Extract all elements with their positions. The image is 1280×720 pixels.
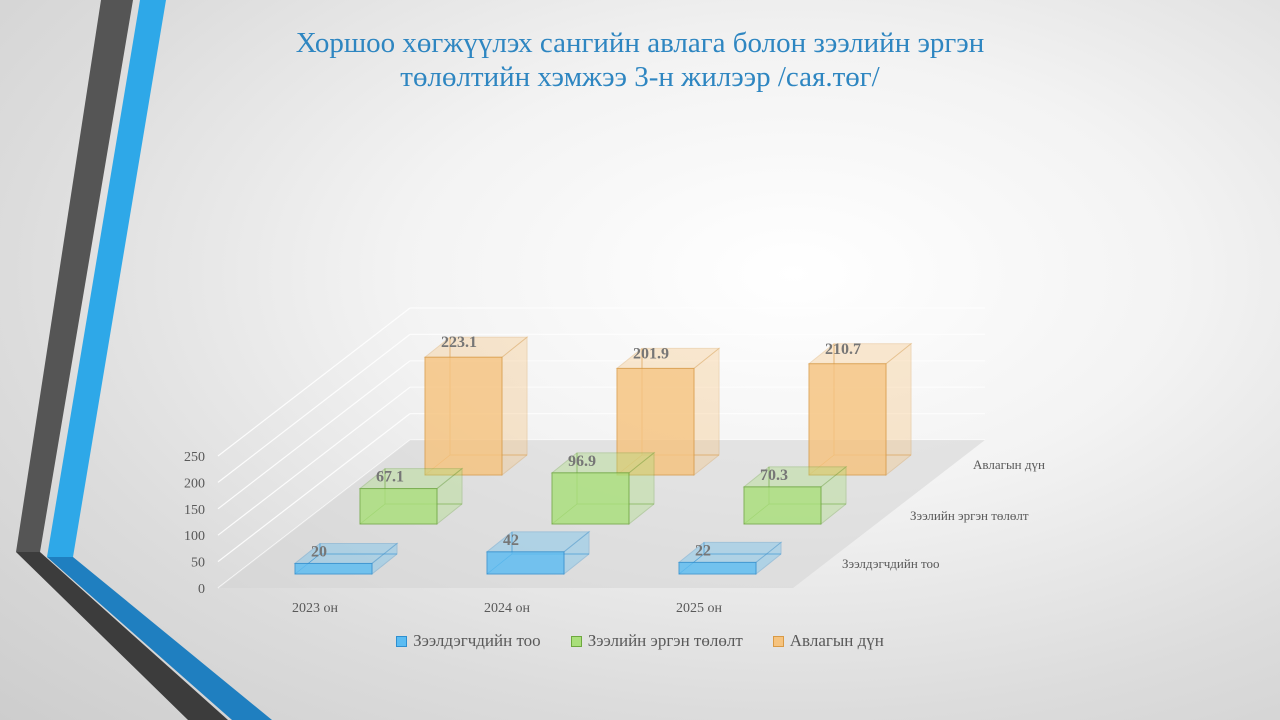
slide-title-line1: Хоршоо хөгжүүлэх сангийн авлага болон зэ…	[295, 27, 985, 59]
data-label-2-1: 201.9	[633, 345, 669, 362]
deco-blue-stripe-upper	[47, 0, 166, 557]
x-tick-label-1: 2024 он	[484, 601, 531, 616]
y-tick-label-0: 0	[198, 582, 205, 597]
data-label-1-0: 67.1	[376, 469, 404, 486]
gridline-depth-2	[217, 386, 411, 536]
legend-item-repayment: Зээлийн эргэн төлөлт	[570, 631, 743, 651]
depth-tick-label-0: Зээлдэгчдийн тоо	[842, 556, 940, 571]
column-2-0	[423, 336, 529, 477]
column-1-2	[742, 465, 848, 526]
slide-title-line2: төлөлтийн хэмжээ 3-н жилээр /сая.төг/	[400, 61, 880, 93]
column-2-2	[807, 342, 913, 477]
gridline-depth-4	[217, 333, 411, 483]
column-front-2-0	[424, 356, 503, 476]
deco-dark-stripe-lower	[16, 552, 228, 720]
y-tick-label-4: 200	[184, 476, 205, 491]
legend-item-receivables: Авлагын дүн	[772, 631, 884, 651]
legend-swatch-borrowers	[396, 635, 408, 647]
data-label-0-1: 42	[503, 532, 519, 549]
legend-swatch-repayment	[570, 635, 582, 647]
column-front-1-0	[359, 488, 438, 525]
column-front-1-1	[551, 472, 630, 525]
column-front-0-2	[678, 561, 757, 575]
data-label-1-2: 70.3	[760, 467, 788, 484]
y-tick-label-3: 150	[184, 503, 205, 518]
deco-dark-stripe-upper	[16, 0, 133, 552]
legend-label-receivables: Авлагын дүн	[789, 631, 884, 650]
slide-title: Хоршоо хөгжүүлэх сангийн авлага болон зэ…	[200, 26, 1080, 94]
column-2-1	[615, 347, 721, 477]
column-front-1-2	[743, 486, 822, 525]
data-label-0-0: 20	[311, 543, 327, 560]
data-label-1-1: 96.9	[568, 453, 596, 470]
depth-tick-label-1: Зээлийн эргэн төлөлт	[910, 508, 1029, 523]
column-0-2	[677, 541, 783, 576]
column-front-2-1	[616, 367, 695, 476]
column-side-2-0	[501, 336, 528, 477]
column-front-0-1	[486, 551, 565, 575]
column-front-2-2	[808, 363, 887, 476]
y-tick-label-5: 250	[184, 450, 205, 465]
column-front-0-0	[294, 562, 373, 575]
column-1-0	[358, 467, 464, 526]
data-label-0-2: 22	[695, 542, 711, 559]
column-side-2-1	[693, 347, 720, 477]
column-0-0	[293, 542, 399, 576]
column-1-1	[550, 451, 656, 526]
gridline-depth-5	[217, 307, 411, 457]
depth-tick-label-2: Авлагын дүн	[973, 457, 1045, 472]
x-tick-label-2: 2025 он	[676, 601, 723, 616]
column-0-1	[485, 530, 591, 576]
legend-label-borrowers: Зээлдэгчдийн тоо	[413, 631, 541, 650]
x-tick-label-0: 2023 он	[292, 601, 339, 616]
gridline-depth-1	[217, 413, 411, 563]
y-tick-label-2: 100	[184, 529, 205, 544]
data-label-2-2: 210.7	[825, 341, 861, 358]
gridline-depth-3	[217, 360, 411, 510]
legend-item-borrowers: Зээлдэгчдийн тоо	[396, 631, 541, 651]
deco-blue-stripe-lower	[47, 557, 272, 720]
legend-swatch-receivables	[772, 635, 784, 647]
legend-label-repayment: Зээлийн эргэн төлөлт	[587, 631, 743, 650]
data-label-2-0: 223.1	[441, 334, 477, 351]
y-tick-label-1: 50	[191, 556, 205, 571]
chart-legend: Зээлдэгчдийн тоо Зээлийн эргэн төлөлт Ав…	[0, 631, 1280, 651]
